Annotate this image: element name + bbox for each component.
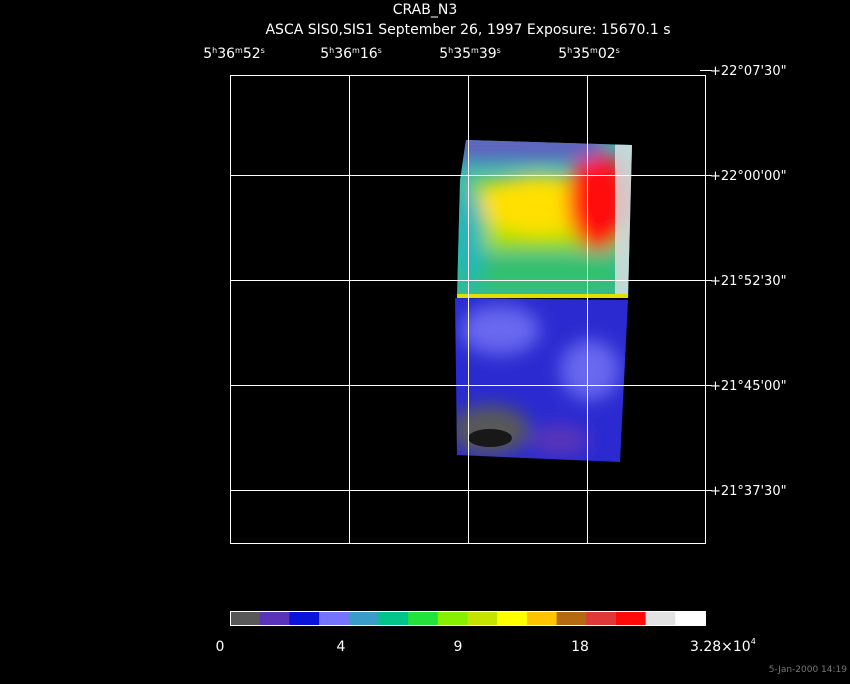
ra-label: 5h36m52s xyxy=(203,46,265,62)
timestamp: 5-Jan-2000 14:19 xyxy=(769,665,848,675)
ra-value: 5 xyxy=(558,46,567,62)
dec-labels: +22°07'30" +22°00'00" +21°52'30" +21°45'00"… xyxy=(700,64,787,499)
colorbar-label: 0 xyxy=(216,639,225,655)
colorbar: 0 4 9 18 3.28×104 xyxy=(216,611,756,655)
ra-unit: h xyxy=(448,46,453,55)
ra-value: 35 xyxy=(572,46,590,62)
colorbar-label: 4 xyxy=(337,639,346,655)
colorbar-segment xyxy=(586,611,617,625)
dec-label: +21°37'30" xyxy=(710,484,787,499)
ra-unit: s xyxy=(616,46,620,55)
colorbar-segment xyxy=(526,611,558,625)
colorbar-segment xyxy=(319,611,350,625)
ra-value: 16 xyxy=(360,46,378,62)
ra-unit: m xyxy=(235,46,243,55)
ra-value: 02 xyxy=(598,46,616,62)
colorbar-segment xyxy=(497,611,528,625)
ra-value: 52 xyxy=(243,46,261,62)
colorbar-frame xyxy=(230,611,706,626)
ra-unit: m xyxy=(352,46,360,55)
colorbar-segment xyxy=(556,611,587,625)
ra-value: 39 xyxy=(479,46,497,62)
ra-unit: h xyxy=(212,46,217,55)
colorbar-segment xyxy=(467,611,498,625)
ra-labels: 5h36m52s 5h36m16s 5h35m39s 5h35m02s xyxy=(203,46,620,62)
ra-unit: m xyxy=(590,46,598,55)
ra-value: 5 xyxy=(320,46,329,62)
colorbar-segment xyxy=(289,611,320,625)
colorbar-segment xyxy=(259,611,290,625)
ra-value: 5 xyxy=(203,46,212,62)
colorbar-segment xyxy=(408,611,439,625)
ra-value: 36 xyxy=(217,46,235,62)
grid xyxy=(230,75,705,543)
dec-label: +22°00'00" xyxy=(710,169,787,184)
colorbar-segment xyxy=(437,611,468,625)
colorbar-label: 18 xyxy=(571,639,589,655)
ra-unit: h xyxy=(567,46,572,55)
ra-label: 5h36m16s xyxy=(320,46,382,62)
ra-value: 36 xyxy=(334,46,352,62)
title: CRAB_N3 xyxy=(393,2,458,18)
colorbar-max-label: 3.28×104 xyxy=(690,637,756,655)
colorbar-segment xyxy=(378,611,409,625)
detector-lower xyxy=(455,298,628,462)
ra-unit: s xyxy=(497,46,501,55)
colorbar-segment xyxy=(645,611,676,625)
ra-unit: s xyxy=(378,46,382,55)
dec-label: +21°45'00" xyxy=(710,379,787,394)
ra-label: 5h35m39s xyxy=(439,46,501,62)
ra-label: 5h35m02s xyxy=(558,46,620,62)
subtitle: ASCA SIS0,SIS1 September 26, 1997 Exposu… xyxy=(265,22,670,38)
dec-label: +21°52'30" xyxy=(710,274,787,289)
colorbar-segment xyxy=(615,611,647,625)
ra-unit: m xyxy=(471,46,479,55)
colorbar-segment xyxy=(675,611,706,625)
colorbar-max-mantissa: 3.28×10 xyxy=(690,639,751,655)
ra-value: 35 xyxy=(453,46,471,62)
colorbar-segment xyxy=(348,611,379,625)
detector-upper xyxy=(457,140,632,298)
colorbar-max-exponent: 4 xyxy=(751,637,756,646)
dec-label: +22°07'30" xyxy=(710,64,787,79)
ra-unit: s xyxy=(261,46,265,55)
colorbar-segment xyxy=(230,611,261,625)
ra-unit: h xyxy=(329,46,334,55)
colorbar-label: 9 xyxy=(454,639,463,655)
ra-value: 5 xyxy=(439,46,448,62)
